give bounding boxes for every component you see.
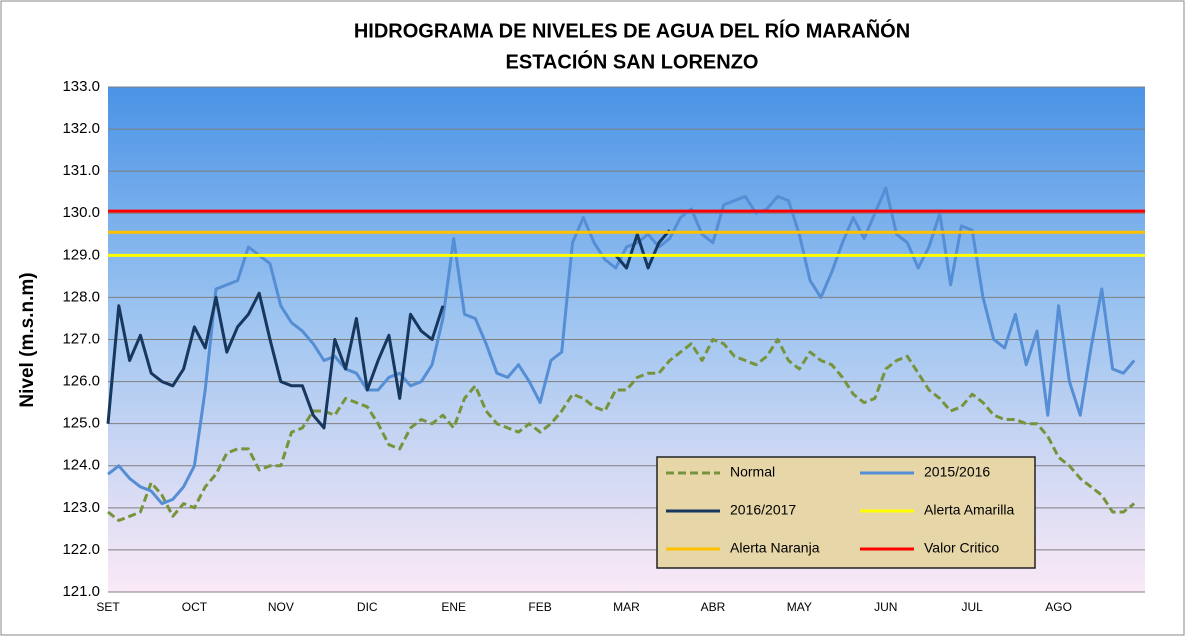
y-tick-label: 132.0 (62, 120, 100, 137)
y-tick-label: 129.0 (62, 246, 100, 263)
x-tick-label: MAR (613, 600, 640, 614)
x-tick-label: DIC (357, 600, 378, 614)
x-tick-label: MAY (787, 600, 812, 614)
x-tick-label: AGO (1045, 600, 1072, 614)
x-tick-label: ENE (441, 600, 466, 614)
legend-label: Alerta Amarilla (924, 502, 1014, 518)
x-tick-label: JUN (874, 600, 897, 614)
x-tick-label: ABR (701, 600, 726, 614)
series-line (106, 229, 671, 430)
y-tick-label: 121.0 (62, 583, 100, 600)
series-line (107, 338, 1136, 522)
legend-label: 2016/2017 (730, 502, 796, 518)
x-tick-label: OCT (182, 600, 208, 614)
y-tick-label: 128.0 (62, 288, 100, 305)
y-tick-label: 126.0 (62, 373, 100, 390)
x-tick-label: NOV (268, 600, 294, 614)
y-tick-label: 131.0 (62, 162, 100, 179)
y-tick-label: 124.0 (62, 457, 100, 474)
y-tick-label: 122.0 (62, 541, 100, 558)
legend-label: Normal (730, 464, 775, 480)
y-tick-label: 127.0 (62, 330, 100, 347)
legend-label: Valor Critico (924, 540, 999, 556)
x-tick-label: FEB (528, 600, 551, 614)
y-tick-label: 130.0 (62, 204, 100, 221)
y-axis-label: Nivel (m.s.n.m) (17, 272, 38, 407)
chart-subtitle: ESTACIÓN SAN LORENZO (506, 49, 759, 73)
x-tick-label: SET (96, 600, 120, 614)
legend-label: Alerta Naranja (730, 540, 820, 556)
y-tick-label: 125.0 (62, 415, 100, 432)
y-tick-label: 133.0 (62, 78, 100, 95)
legend-label: 2015/2016 (924, 464, 990, 480)
series-line (107, 186, 1136, 506)
y-tick-label: 123.0 (62, 499, 100, 516)
x-tick-label: JUL (961, 600, 983, 614)
chart-title: HIDROGRAMA DE NIVELES DE AGUA DEL RÍO MA… (354, 18, 910, 42)
